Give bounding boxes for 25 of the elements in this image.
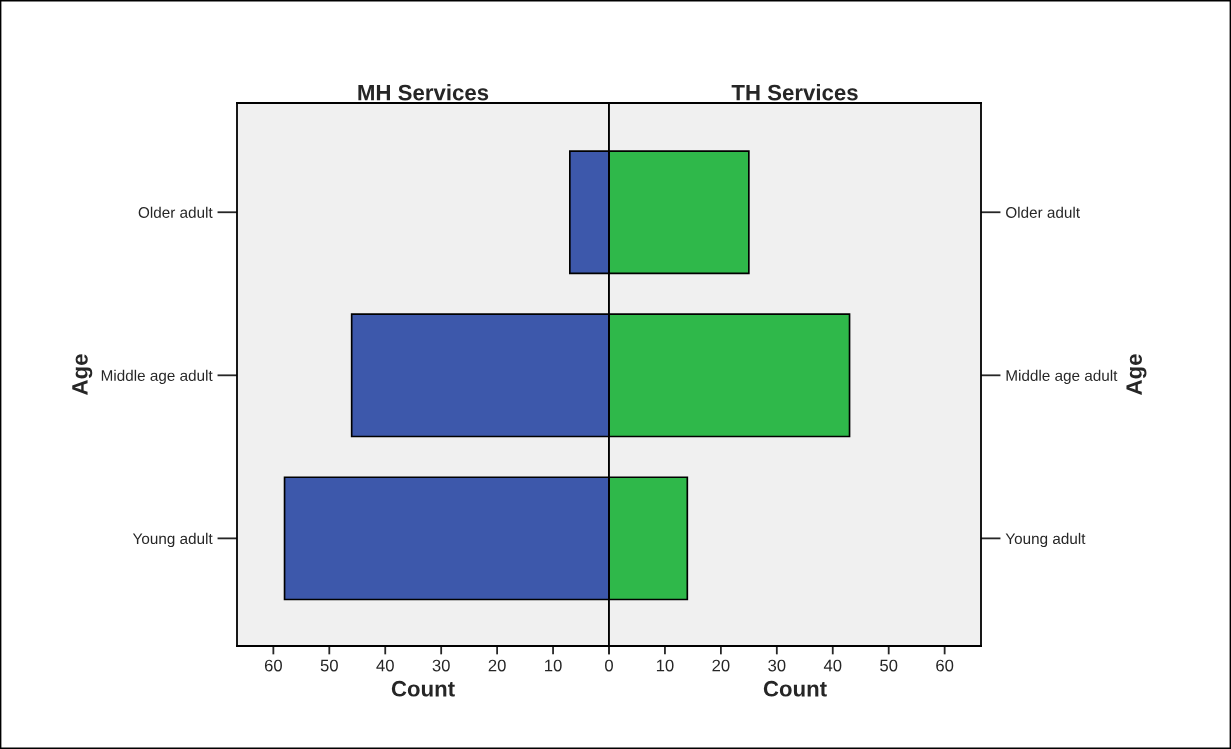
y-tick-label: Older adult — [138, 206, 213, 218]
x-tick-label: 30 — [432, 659, 450, 672]
chart-title: MH Services — [358, 84, 489, 101]
x-tick-label: 20 — [488, 659, 506, 672]
y-axis-title: Age — [1126, 354, 1147, 395]
x-tick-label: 50 — [880, 659, 898, 672]
x-tick-label: 40 — [376, 659, 394, 672]
x-tick-label: 40 — [823, 659, 842, 672]
x-tick-label: 60 — [936, 659, 954, 672]
x-tick-label: 50 — [320, 659, 338, 672]
y-axis-title: Age — [72, 354, 93, 395]
y-tick-label: Middle age adult — [101, 369, 213, 385]
y-tick-label: Young adult — [132, 532, 213, 548]
x-axis-title: Count — [763, 680, 827, 697]
y-tick-label: Older adult — [1006, 206, 1080, 218]
y-tick-label: Young adult — [1005, 532, 1086, 548]
chart-title: TH Services — [731, 84, 858, 101]
x-tick-label: 60 — [264, 659, 282, 672]
x-tick-label: 10 — [545, 659, 562, 672]
x-tick-label: 20 — [712, 659, 730, 672]
x-tick-label: 10 — [656, 659, 674, 672]
x-axis-title: Count — [391, 680, 455, 697]
x-tick-label: 0 — [605, 659, 613, 672]
x-tick-label: 30 — [768, 659, 786, 672]
y-tick-label: Middle age adult — [1006, 369, 1118, 385]
